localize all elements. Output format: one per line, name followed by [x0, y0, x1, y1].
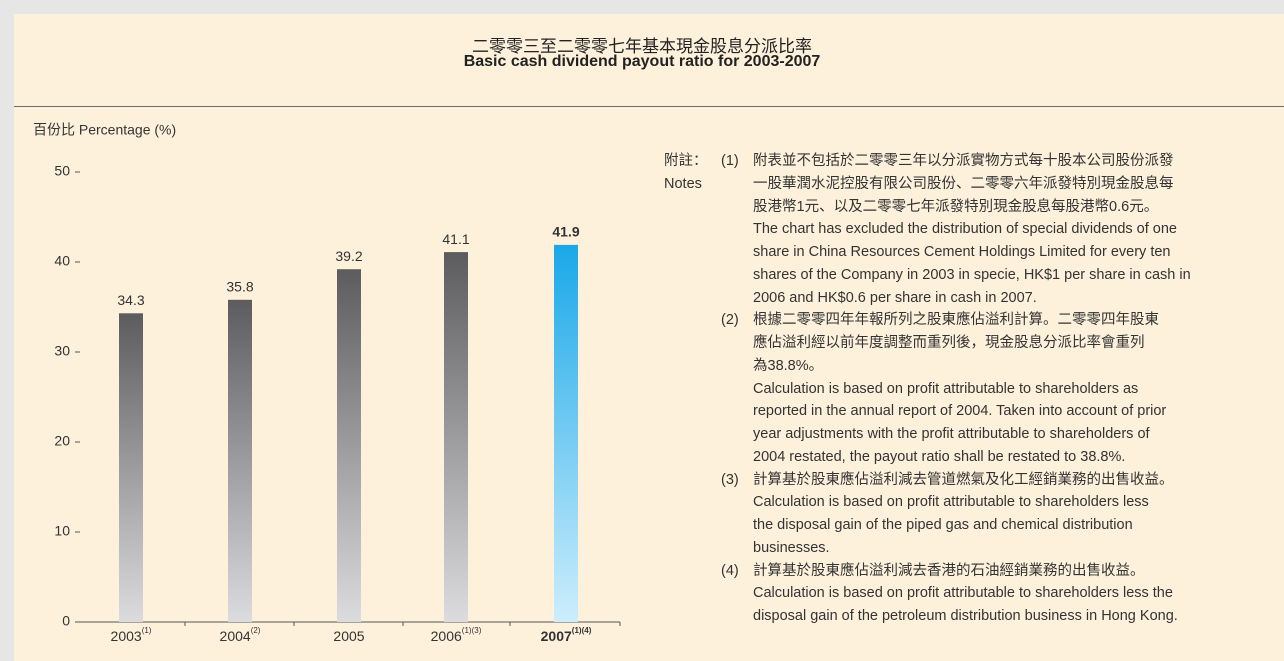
value-label: 41.1: [442, 231, 469, 247]
category: 2007: [541, 628, 572, 644]
value-label: 35.8: [226, 279, 253, 295]
bar: [554, 244, 578, 622]
note-line: 2004 restated, the payout ratio shall be…: [753, 448, 1126, 465]
category-note: (1): [142, 626, 152, 635]
note-line: Calculation is based on profit attributa…: [753, 494, 1149, 511]
y-tick-label: 40: [54, 253, 70, 269]
chart: 百份比 Percentage (%) 0102030405034.32003(1…: [33, 122, 621, 644]
note-item: (3) 計算基於股東應佔溢利減去管道燃氣及化工經銷業務的出售收益。 Calculat…: [664, 469, 1279, 560]
note-line: 應佔溢利經以前年度調整而重列後，現金股息分派比率會重列: [753, 335, 1145, 351]
chart-subtitle: Basic cash dividend payout ratio for 200…: [463, 53, 821, 70]
note-number: (2): [721, 312, 739, 329]
bar: [119, 313, 143, 622]
note-line: year adjustments with the profit attribu…: [753, 426, 1150, 442]
y-tick-label: 20: [54, 433, 70, 449]
notes: 附註： Notes (1) 附表並不包括於二零零三年以分派實物方式每十股本公司股份派…: [664, 150, 1279, 628]
category: 2004: [220, 628, 251, 644]
note-line: share in China Resources Cement Holdings…: [753, 244, 1171, 260]
category: 2005: [333, 628, 364, 644]
value-label: 41.9: [552, 224, 579, 240]
x-tick-label: 2005: [333, 628, 364, 644]
note-line: disposal gain of the petroleum distribut…: [753, 608, 1178, 624]
note-line: 2006 and HK$0.6 per share in cash in 200…: [753, 289, 1037, 306]
note-number: (1): [721, 153, 739, 169]
y-tick-label: 50: [54, 163, 70, 179]
note-number: (4): [721, 562, 739, 579]
note-number: (3): [721, 471, 739, 488]
note-line: 根據二零零四年年報所列之股東應佔溢利計算。二零零四年股東: [753, 312, 1159, 329]
note-line: reported in the annual report of 2004. T…: [753, 403, 1167, 420]
note-line: 股港幣1元、以及二零零七年派發特別現金股息每股港幣0.6元。: [753, 198, 1159, 215]
notes-label-en: Notes: [664, 175, 702, 192]
note-line: 計算基於股東應佔溢利減去香港的石油經銷業務的出售收益。: [753, 562, 1145, 579]
note-line: businesses.: [753, 539, 830, 556]
bar: [444, 252, 468, 622]
y-tick-label: 0: [62, 613, 70, 629]
note-line: shares of the Company in 2003 in specie,…: [753, 266, 1191, 283]
notes-label: 附註： Notes: [664, 150, 720, 196]
category: 2006: [431, 628, 462, 644]
note-line: 為38.8%。: [753, 357, 824, 374]
bar: [228, 299, 252, 622]
note-line: 附表並不包括於二零零三年以分派實物方式每十股本公司股份派發: [753, 153, 1174, 169]
y-axis-label: 百份比 Percentage (%): [33, 122, 176, 138]
value-label: 39.2: [335, 248, 362, 264]
note-item: (1) 附表並不包括於二零零三年以分派實物方式每十股本公司股份派發 一股華潤水泥控股…: [664, 150, 1279, 309]
note-item: (4) 計算基於股東應佔溢利減去香港的石油經銷業務的出售收益。 Calculatio…: [664, 560, 1279, 628]
notes-label-zh: 附註：: [664, 153, 708, 169]
x-tick-label: 2007(1)(4): [541, 626, 592, 644]
y-tick-label: 30: [54, 343, 70, 359]
divider: [14, 106, 1284, 107]
panel: [14, 14, 1284, 661]
y-tick-label: 10: [54, 523, 70, 539]
note-line: 計算基於股東應佔溢利減去管道燃氣及化工經銷業務的出售收益。: [753, 471, 1174, 488]
x-tick-label: 2004(2): [220, 626, 261, 644]
bar: [337, 269, 361, 622]
category: 2003: [111, 628, 142, 644]
category-note: (1)(4): [572, 626, 592, 635]
x-tick-label: 2006(1)(3): [431, 626, 482, 644]
category-note: (1)(3): [462, 626, 482, 635]
note-line: the disposal gain of the piped gas and c…: [753, 517, 1133, 533]
chart-title: 二零零三至二零零七年基本現金股息分派比率: [472, 37, 812, 56]
category-note: (2): [251, 626, 261, 635]
x-tick-label: 2003(1): [111, 626, 152, 644]
value-label: 34.3: [117, 292, 144, 308]
note-item: (2) 根據二零零四年年報所列之股東應佔溢利計算。二零零四年股東 應佔溢利經以前年度…: [664, 309, 1279, 468]
note-line: The chart has excluded the distribution …: [753, 221, 1177, 238]
note-line: 一股華潤水泥控股有限公司股份、二零零六年派發特別現金股息每: [753, 175, 1174, 192]
note-line: Calculation is based on profit attributa…: [753, 585, 1173, 602]
note-line: Calculation is based on profit attributa…: [753, 380, 1139, 397]
